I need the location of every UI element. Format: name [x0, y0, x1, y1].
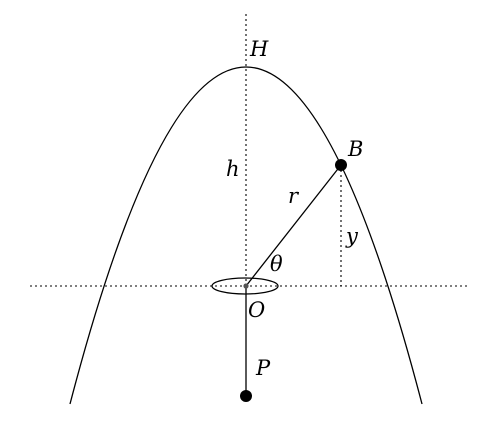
parabola-curve	[69, 66, 423, 405]
pivot-ellipse	[211, 277, 279, 295]
label-p: P	[255, 356, 271, 380]
point-p	[240, 390, 252, 402]
label-o: O	[248, 298, 265, 322]
label-b: B	[347, 137, 363, 161]
label-h-apex: H	[249, 37, 269, 61]
label-r: r	[288, 184, 300, 208]
origin-point	[243, 283, 249, 289]
radius-line	[245, 164, 342, 287]
label-y: y	[345, 224, 359, 248]
point-b	[335, 159, 347, 171]
label-theta: θ	[270, 252, 283, 276]
label-h-height: h	[226, 157, 240, 181]
